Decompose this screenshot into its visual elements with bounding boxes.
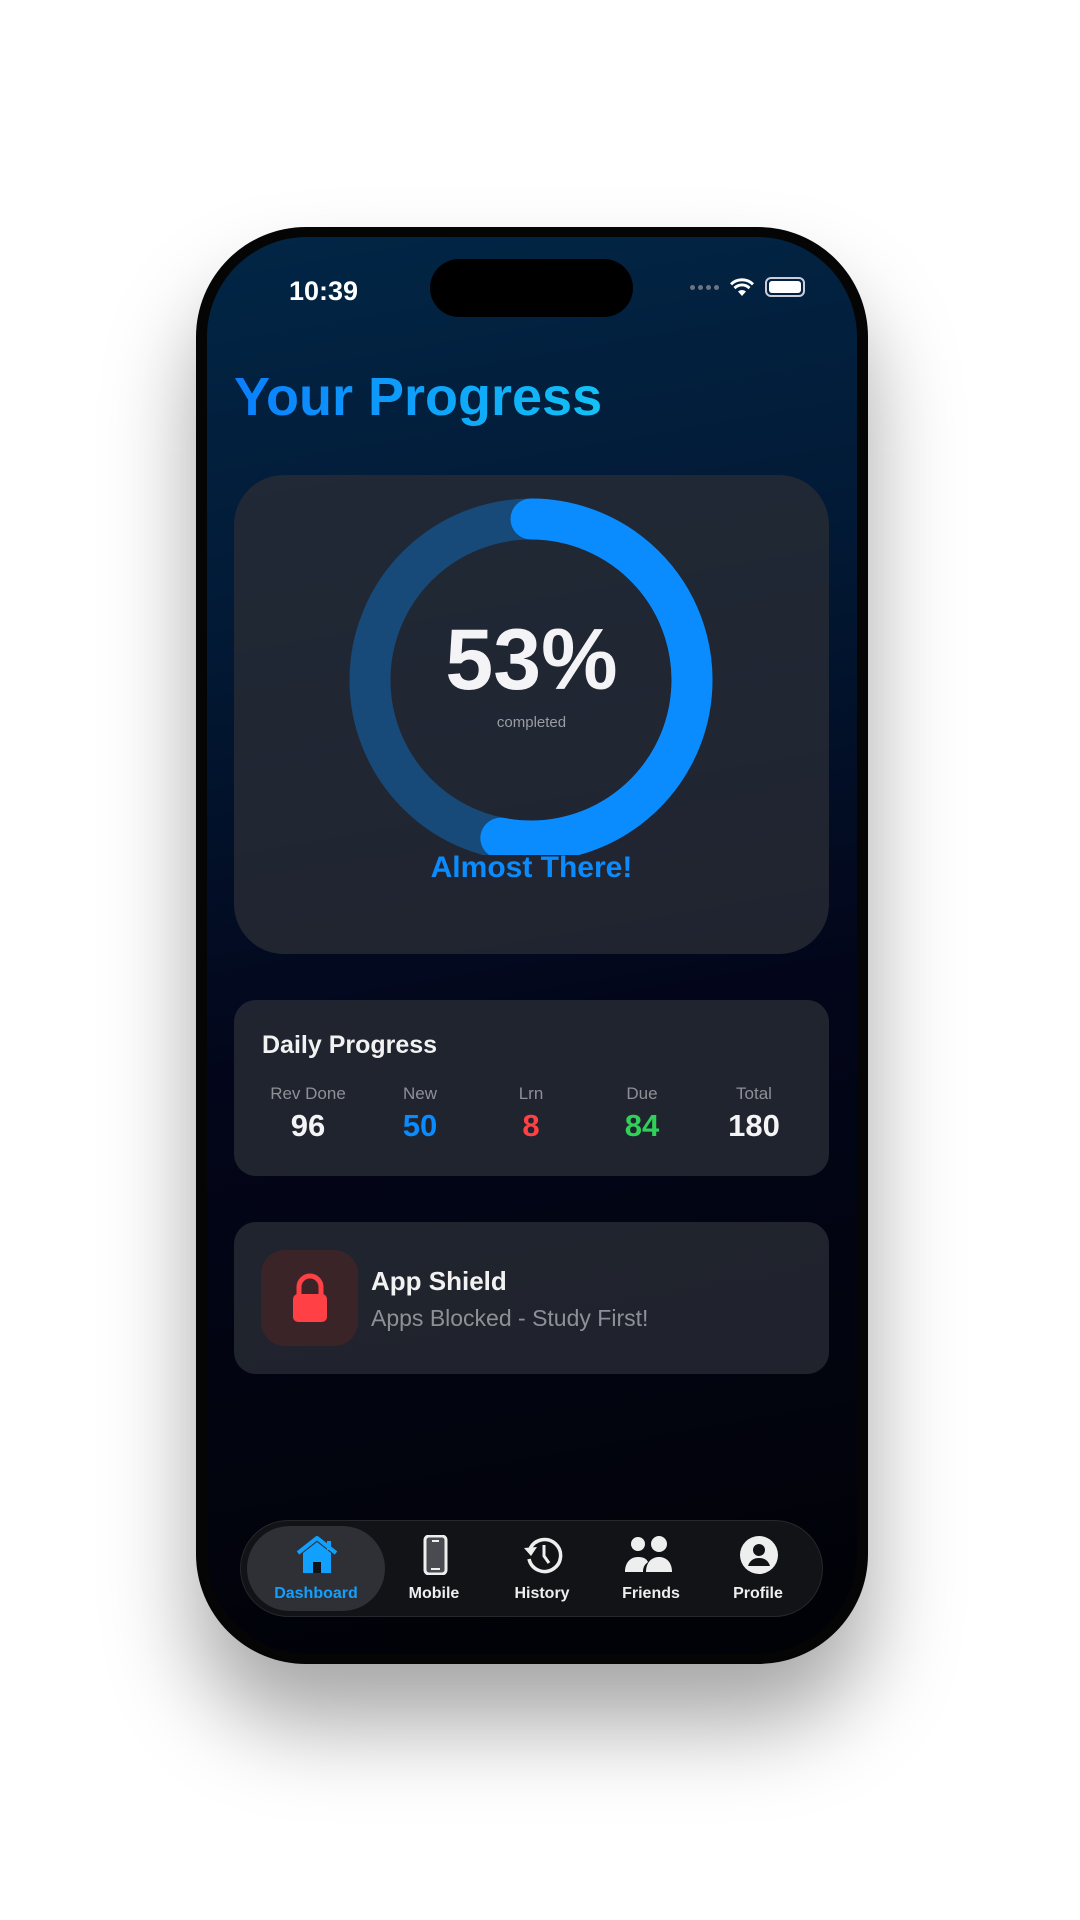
progress-ring [349, 498, 713, 855]
phone-frame: 10:39 Your Progress 53% completed Almost… [196, 227, 868, 1664]
stat-lrn: Lrn 8 [471, 1084, 591, 1144]
tab-mobile[interactable]: Mobile [379, 1521, 489, 1616]
stat-label: Rev Done [270, 1084, 346, 1103]
app-shield-card[interactable]: App Shield Apps Blocked - Study First! [234, 1222, 829, 1374]
tab-history[interactable]: History [487, 1521, 597, 1616]
stat-value: 50 [402, 1108, 438, 1143]
screen: 10:39 Your Progress 53% completed Almost… [207, 237, 857, 1654]
tab-label: History [514, 1585, 570, 1602]
wifi-icon [730, 278, 754, 296]
tab-dashboard[interactable]: Dashboard [261, 1521, 371, 1616]
tab-friends[interactable]: Friends [596, 1521, 706, 1616]
stat-value: 180 [728, 1108, 780, 1143]
stat-label: Due [626, 1084, 658, 1103]
tab-label: Dashboard [274, 1585, 358, 1602]
people-icon [625, 1536, 672, 1572]
stat-rev-done: Rev Done 96 [248, 1084, 368, 1144]
tab-label: Mobile [408, 1585, 460, 1602]
house-icon [296, 1536, 338, 1573]
percent-caption: completed [496, 714, 567, 731]
shield-subtitle: Apps Blocked - Study First! [371, 1305, 649, 1331]
percent-value: 53% [445, 612, 618, 708]
stat-value: 96 [290, 1108, 326, 1143]
stat-due: Due 84 [582, 1084, 702, 1144]
signal-icon [690, 284, 719, 290]
tab-bar: Dashboard Mobile History Friends Profile [240, 1520, 823, 1617]
daily-title: Daily Progress [262, 1031, 438, 1059]
progress-fill [480, 498, 713, 855]
stat-label: New [402, 1084, 437, 1103]
dynamic-island [430, 259, 633, 317]
stat-label: Lrn [518, 1084, 544, 1103]
stat-value: 8 [522, 1108, 540, 1143]
tab-profile[interactable]: Profile [703, 1521, 813, 1616]
page-title: Your Progress [234, 367, 603, 427]
history-icon [524, 1537, 563, 1574]
tab-label: Profile [733, 1585, 783, 1602]
stat-label: Total [736, 1084, 772, 1103]
shield-title: App Shield [371, 1266, 507, 1296]
status-icons [690, 277, 805, 297]
progress-message: Almost There! [430, 851, 633, 884]
stat-new: New 50 [360, 1084, 480, 1144]
status-time: 10:39 [289, 276, 359, 306]
progress-card: 53% completed Almost There! [234, 475, 829, 954]
stat-total: Total 180 [694, 1084, 814, 1144]
phone-icon [423, 1535, 448, 1575]
profile-icon [740, 1536, 778, 1574]
tab-label: Friends [622, 1585, 680, 1602]
battery-icon [765, 277, 805, 297]
lock-icon [293, 1273, 327, 1322]
lock-icon-box [261, 1250, 358, 1346]
daily-progress-card: Daily Progress Rev Done 96 New 50 Lrn 8 Due 84 T… [234, 1000, 829, 1176]
stat-value: 84 [624, 1108, 660, 1143]
